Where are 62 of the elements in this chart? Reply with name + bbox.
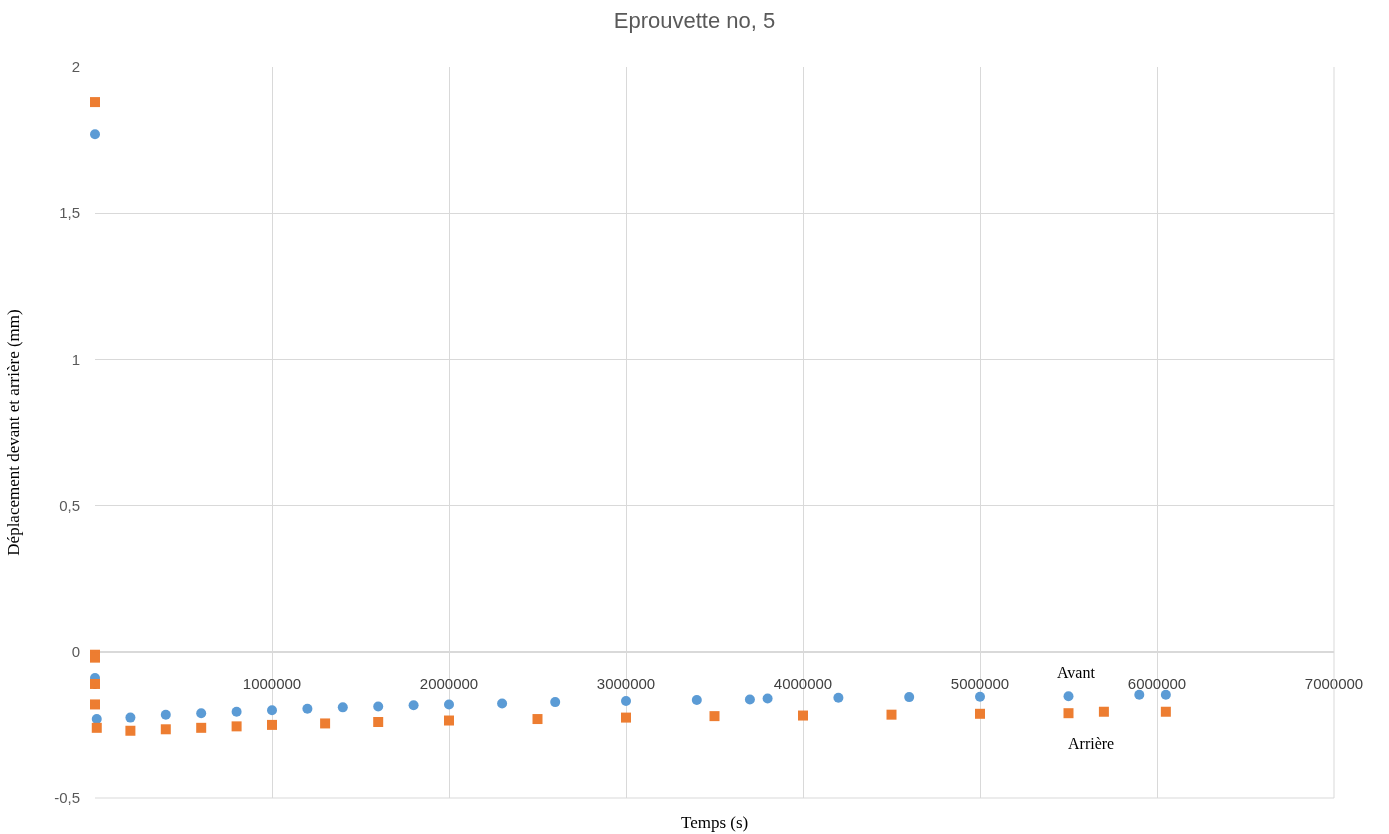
point <box>267 719 277 730</box>
x-tick-label: 3000000 <box>596 674 656 692</box>
y-axis-title: Déplacement devant et arrière (mm) <box>3 309 23 556</box>
point <box>231 706 242 717</box>
point <box>886 709 897 720</box>
point <box>444 715 454 726</box>
point <box>125 725 136 736</box>
point <box>691 695 702 706</box>
x-tick-label: 6000000 <box>1127 674 1187 692</box>
point <box>196 708 207 719</box>
point <box>762 693 773 704</box>
point <box>744 694 755 705</box>
point <box>302 703 313 714</box>
y-tick-label: 0 <box>71 643 80 661</box>
y-tick-label: 0,5 <box>59 496 80 514</box>
chart-title: Eprouvette no, 5 <box>613 7 776 33</box>
point <box>373 701 384 712</box>
point <box>1063 691 1074 702</box>
y-tick-label: 1,5 <box>59 204 80 222</box>
x-tick-label: 7000000 <box>1304 674 1364 692</box>
point <box>90 97 100 108</box>
point <box>267 705 277 716</box>
point <box>550 697 561 708</box>
point <box>621 712 631 723</box>
point <box>196 722 207 733</box>
point <box>975 691 985 702</box>
point <box>1160 706 1171 717</box>
point <box>90 699 100 710</box>
point <box>408 700 419 711</box>
point <box>1063 708 1074 719</box>
y-tick-label: 2 <box>71 58 80 76</box>
x-tick-label: 2000000 <box>419 674 479 692</box>
point <box>231 721 242 732</box>
series-label: Avant <box>1057 664 1096 681</box>
point <box>373 716 384 727</box>
point <box>833 692 844 703</box>
point <box>1134 689 1145 700</box>
point <box>160 709 171 720</box>
point <box>320 718 331 729</box>
point <box>798 710 808 721</box>
point <box>532 714 543 725</box>
point <box>975 708 985 719</box>
point <box>497 698 508 709</box>
x-tick-label: 1000000 <box>242 674 302 692</box>
point <box>621 695 631 706</box>
x-axis-title: Temps (s) <box>681 813 749 832</box>
point <box>125 712 136 723</box>
point <box>444 699 454 710</box>
point <box>160 724 171 735</box>
x-tick-label: 4000000 <box>773 674 833 692</box>
y-tick-label: -0,5 <box>54 789 80 807</box>
x-tick-label: 5000000 <box>950 674 1010 692</box>
point <box>904 692 915 703</box>
point <box>90 129 100 140</box>
series-label: Arrière <box>1068 735 1115 752</box>
y-tick-label: 1 <box>71 350 80 368</box>
point <box>91 722 102 733</box>
point <box>1160 689 1171 700</box>
point <box>337 702 348 713</box>
point <box>90 678 100 689</box>
point <box>709 711 720 722</box>
point <box>1098 706 1109 717</box>
